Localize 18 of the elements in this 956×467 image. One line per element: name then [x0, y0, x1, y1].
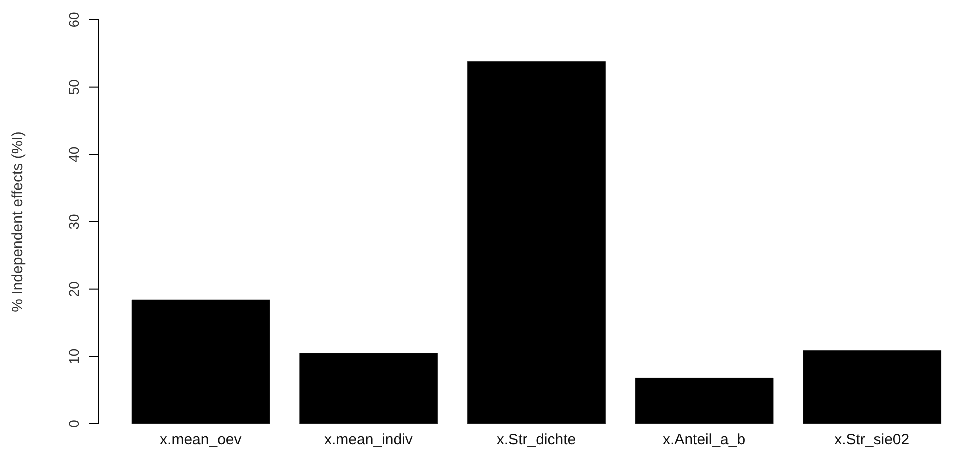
y-tick-label: 40 — [66, 146, 82, 162]
bar — [300, 353, 438, 424]
x-tick-label: x.Str_dichte — [496, 432, 576, 449]
bar — [803, 350, 942, 424]
x-tick-label: x.mean_oev — [160, 432, 242, 449]
y-tick-label: 20 — [66, 281, 82, 298]
x-tick-label: x.mean_indiv — [324, 432, 414, 449]
bar — [467, 61, 606, 424]
y-tick-label: 60 — [66, 12, 82, 28]
y-axis-title: % Independent effects (%I) — [9, 132, 26, 312]
y-tick-label: 30 — [66, 214, 82, 230]
y-tick-label: 10 — [66, 348, 82, 364]
y-tick-label: 50 — [66, 79, 82, 96]
x-tick-label: x.Anteil_a_b — [663, 432, 746, 449]
x-tick-label: x.Str_sie02 — [834, 432, 910, 449]
bar — [635, 378, 774, 424]
y-tick-label: 0 — [66, 420, 82, 428]
bar — [132, 300, 270, 424]
